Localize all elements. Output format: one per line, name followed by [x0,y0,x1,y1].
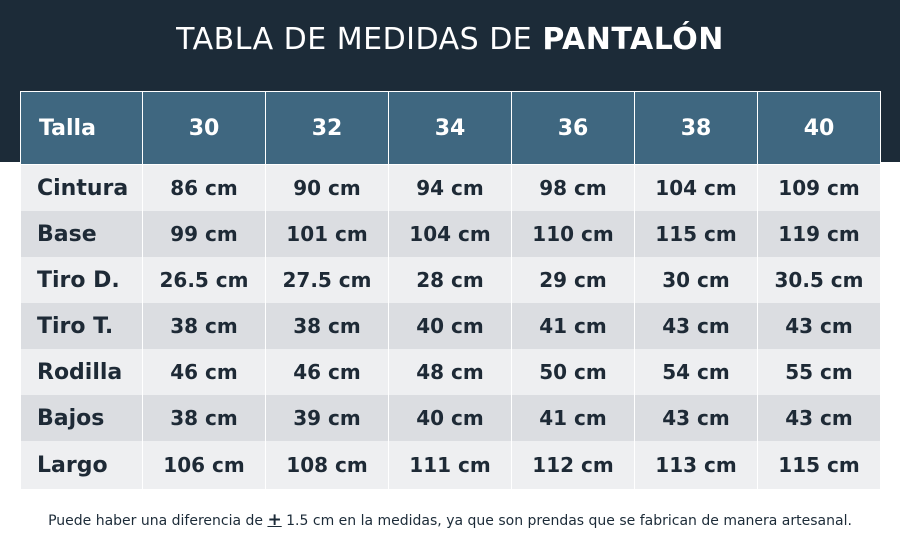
table-cell: 46 cm [265,349,389,395]
table-cell: 40 cm [388,395,512,441]
table-row: Tiro T. 38 cm 38 cm 40 cm 41 cm 43 cm 43… [20,303,881,349]
table-cell: 43 cm [634,395,758,441]
table-cell: 115 cm [634,211,758,257]
table-cell: 40 cm [388,303,512,349]
table-cell: 106 cm [142,441,266,489]
row-label-largo: Largo [20,441,143,489]
table-cell: 110 cm [511,211,635,257]
table-cell: 48 cm [388,349,512,395]
table-cell: 43 cm [757,395,881,441]
table-cell: 55 cm [757,349,881,395]
table-cell: 46 cm [142,349,266,395]
header-size-30: 30 [142,91,266,165]
table-cell: 30 cm [634,257,758,303]
header-size-38: 38 [634,91,758,165]
table-cell: 104 cm [634,164,758,211]
header-size-label: Talla [20,91,143,165]
table-cell: 104 cm [388,211,512,257]
header-size-40: 40 [757,91,881,165]
table-cell: 38 cm [142,303,266,349]
table-cell: 86 cm [142,164,266,211]
table-row: Base 99 cm 101 cm 104 cm 110 cm 115 cm 1… [20,211,881,257]
table-cell: 101 cm [265,211,389,257]
table-cell: 115 cm [757,441,881,489]
table-row: Rodilla 46 cm 46 cm 48 cm 50 cm 54 cm 55… [20,349,881,395]
table-row: Bajos 38 cm 39 cm 40 cm 41 cm 43 cm 43 c… [20,395,881,441]
row-label-cintura: Cintura [20,164,143,211]
table-cell: 38 cm [142,395,266,441]
table-cell: 39 cm [265,395,389,441]
table-cell: 113 cm [634,441,758,489]
size-chart-table: Talla 30 32 34 36 38 40 Cintura 86 cm 90… [20,91,881,489]
title-prefix: TABLA DE MEDIDAS DE [176,22,543,57]
table-cell: 112 cm [511,441,635,489]
row-label-base: Base [20,211,143,257]
table-cell: 50 cm [511,349,635,395]
table-cell: 90 cm [265,164,389,211]
table-cell: 108 cm [265,441,389,489]
table-row: Tiro D. 26.5 cm 27.5 cm 28 cm 29 cm 30 c… [20,257,881,303]
table-cell: 38 cm [265,303,389,349]
title-emphasis: PANTALÓN [542,22,724,57]
table-cell: 43 cm [634,303,758,349]
table-cell: 26.5 cm [142,257,266,303]
table-cell: 98 cm [511,164,635,211]
page-title: TABLA DE MEDIDAS DE PANTALÓN [0,22,900,57]
row-label-bajos: Bajos [20,395,143,441]
footnote-text-after: 1.5 cm en la medidas, ya que son prendas… [281,513,852,529]
table-cell: 109 cm [757,164,881,211]
table-cell: 41 cm [511,303,635,349]
table-cell: 99 cm [142,211,266,257]
table-cell: 41 cm [511,395,635,441]
table-cell: 111 cm [388,441,512,489]
table-cell: 27.5 cm [265,257,389,303]
table-row: Largo 106 cm 108 cm 111 cm 112 cm 113 cm… [20,441,881,489]
table-cell: 119 cm [757,211,881,257]
footnote: Puede haber una diferencia de + 1.5 cm e… [0,510,900,530]
header-size-36: 36 [511,91,635,165]
table-cell: 54 cm [634,349,758,395]
plus-minus-symbol: + [267,510,282,530]
header-size-32: 32 [265,91,389,165]
table-cell: 30.5 cm [757,257,881,303]
table-cell: 94 cm [388,164,512,211]
table-row: Cintura 86 cm 90 cm 94 cm 98 cm 104 cm 1… [20,164,881,211]
table-cell: 28 cm [388,257,512,303]
table-header-row: Talla 30 32 34 36 38 40 [20,91,881,165]
table-cell: 43 cm [757,303,881,349]
row-label-tiro-t: Tiro T. [20,303,143,349]
header-size-34: 34 [388,91,512,165]
row-label-rodilla: Rodilla [20,349,143,395]
row-label-tiro-d: Tiro D. [20,257,143,303]
footnote-text-before: Puede haber una diferencia de [48,513,268,529]
table-cell: 29 cm [511,257,635,303]
